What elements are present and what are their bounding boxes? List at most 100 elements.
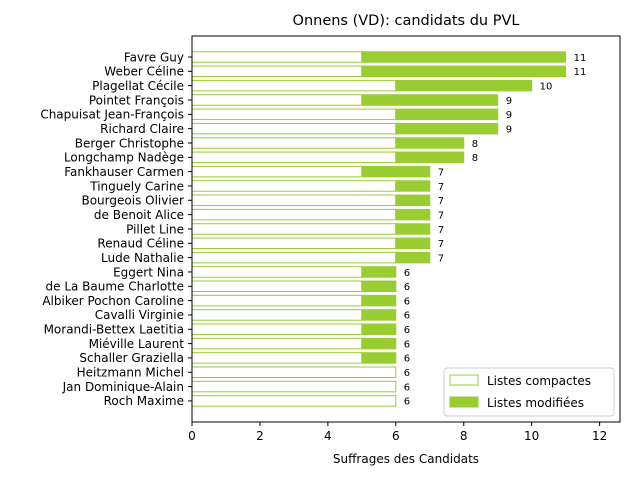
- value-label: 9: [506, 96, 512, 107]
- x-tick-label: 4: [324, 429, 332, 443]
- category-label: Tinguely Carine: [89, 179, 184, 193]
- category-label: Heitzmann Michel: [77, 366, 184, 380]
- value-label: 10: [540, 81, 553, 92]
- value-label: 6: [404, 296, 410, 307]
- legend-label-compactes: Listes compactes: [487, 374, 591, 388]
- bar-modifiees: [395, 151, 465, 164]
- value-label: 7: [438, 225, 444, 236]
- bar-compactes: [191, 395, 397, 407]
- bars-group: [191, 51, 567, 407]
- category-label: Pointet François: [89, 93, 184, 107]
- bar-modifiees: [361, 309, 397, 321]
- value-label: 8: [472, 153, 478, 164]
- legend-swatch-modifiees: [449, 396, 479, 408]
- x-axis-ticks: 0 2 4 6 8 10 12: [188, 422, 607, 443]
- x-tick-label: 6: [392, 429, 400, 443]
- bar-modifiees: [395, 194, 431, 207]
- bar-compactes: [191, 165, 363, 178]
- value-label: 6: [404, 339, 410, 350]
- bar-compactes: [191, 94, 363, 106]
- value-label: 6: [404, 282, 410, 293]
- value-label: 11: [574, 67, 587, 78]
- value-label: 9: [506, 124, 512, 135]
- value-label: 7: [438, 182, 444, 193]
- bar-compactes: [191, 122, 397, 135]
- x-tick-label: 12: [592, 429, 607, 443]
- value-label: 7: [438, 167, 444, 178]
- bar-compactes: [191, 194, 397, 207]
- value-label: 7: [438, 196, 444, 207]
- value-label: 7: [438, 253, 444, 264]
- bar-modifiees: [395, 122, 499, 135]
- x-tick-label: 10: [524, 429, 539, 443]
- value-label: 8: [472, 139, 478, 150]
- value-label: 6: [404, 382, 410, 393]
- value-label: 6: [404, 325, 410, 336]
- bar-compactes: [191, 337, 363, 350]
- bar-compactes: [191, 237, 397, 250]
- bar-modifiees: [395, 79, 533, 92]
- bar-compactes: [191, 151, 397, 164]
- bar-modifiees: [361, 352, 397, 364]
- bar-compactes: [191, 251, 397, 264]
- category-label: Chapuisat Jean-François: [40, 108, 184, 122]
- category-label: Plagellat Cécile: [92, 79, 184, 93]
- bar-modifiees: [361, 94, 499, 106]
- bar-compactes: [191, 266, 363, 278]
- bar-compactes: [191, 366, 397, 379]
- category-label: Richard Claire: [100, 122, 184, 136]
- bar-modifiees: [361, 294, 397, 307]
- x-axis-title: Suffrages des Candidats: [333, 452, 479, 466]
- bar-modifiees: [361, 165, 431, 178]
- x-tick-label: 0: [188, 429, 196, 443]
- bar-compactes: [191, 223, 397, 235]
- value-label: 6: [404, 397, 410, 408]
- x-tick-label: 2: [256, 429, 264, 443]
- x-tick-label: 8: [460, 429, 468, 443]
- bar-modifiees: [395, 251, 431, 264]
- bar-compactes: [191, 180, 397, 192]
- legend-label-modifiees: Listes modifiées: [487, 396, 584, 410]
- bar-modifiees: [395, 237, 431, 250]
- bar-compactes: [191, 280, 363, 293]
- category-label: Miéville Laurent: [89, 337, 185, 351]
- category-label: Longchamp Nadège: [64, 151, 184, 165]
- category-label: Morandi-Bettex Laetitia: [44, 323, 184, 337]
- bar-modifiees: [361, 266, 397, 278]
- bar-modifiees: [395, 208, 431, 221]
- category-label: Fankhauser Carmen: [64, 165, 184, 179]
- category-label: Renaud Céline: [97, 237, 184, 251]
- legend-frame: [443, 367, 615, 417]
- category-label: Weber Céline: [104, 65, 184, 79]
- value-label: 7: [438, 210, 444, 221]
- bar-modifiees: [395, 137, 465, 149]
- value-label: 11: [574, 53, 587, 64]
- bar-compactes: [191, 65, 363, 78]
- bar-modifiees: [361, 65, 567, 78]
- legend-swatch-compactes: [449, 374, 479, 386]
- category-label: Cavalli Virginie: [95, 308, 184, 322]
- chart-title: Onnens (VD): candidats du PVL: [293, 13, 520, 29]
- bar-compactes: [191, 208, 397, 221]
- category-label: de Benoit Alice: [94, 208, 184, 222]
- bar-modifiees: [361, 280, 397, 293]
- value-labels: 11 11 10 9 9 9 8 8 7 7 7 7 7 7 7 6 6 6 6 6 6 6 6 6 6: [404, 53, 587, 408]
- bar-modifiees: [395, 108, 499, 121]
- bar-modifiees: [361, 337, 397, 350]
- value-label: 6: [404, 354, 410, 365]
- bar-modifiees: [361, 51, 567, 63]
- category-label: Roch Maxime: [104, 394, 184, 408]
- bar-compactes: [191, 294, 363, 307]
- plot-frame: [191, 35, 621, 423]
- bar-compactes: [191, 309, 363, 321]
- category-label: Albiker Pochon Caroline: [42, 294, 184, 308]
- category-label: Eggert Nina: [113, 265, 184, 279]
- bar-modifiees: [395, 180, 431, 192]
- bar-compactes: [191, 108, 397, 121]
- category-label: Lude Nathalie: [101, 251, 184, 265]
- bar-compactes: [191, 323, 363, 336]
- value-label: 7: [438, 239, 444, 250]
- category-label: de La Baume Charlotte: [46, 280, 185, 294]
- category-label: Favre Guy: [124, 50, 184, 64]
